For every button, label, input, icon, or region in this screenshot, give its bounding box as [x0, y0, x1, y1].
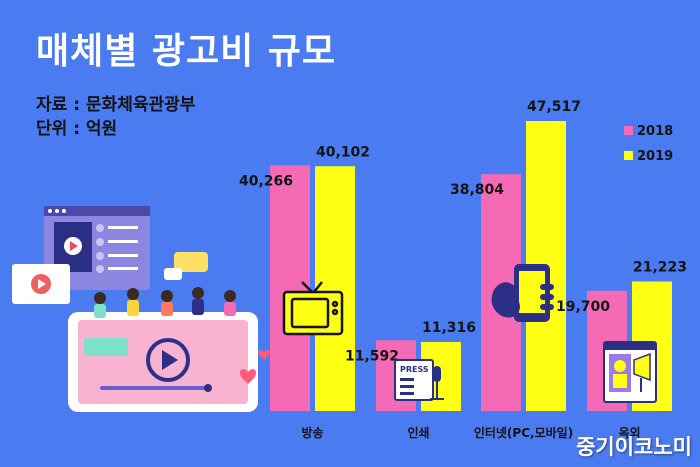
legend-label-2018: 2018 — [637, 124, 673, 139]
data-label-2019-1: 11,316 — [422, 320, 476, 336]
category-label-0: 방송 — [301, 425, 323, 440]
data-label-2019-2: 47,517 — [527, 99, 581, 115]
data-label-2019-0: 40,102 — [316, 144, 370, 160]
legend-label-2019: 2019 — [637, 149, 673, 164]
category-label-2: 인터넷(PC,모바일) — [474, 425, 573, 440]
unit-note: 단위 : 억원 — [36, 119, 118, 139]
bar-2019-0 — [315, 166, 355, 411]
data-label-2018-2: 38,804 — [450, 182, 504, 198]
svg-text:PRESS: PRESS — [400, 365, 429, 374]
data-label-2018-1: 11,592 — [345, 348, 399, 364]
smartphone-icon — [491, 264, 554, 322]
newspaper-icon: PRESS — [394, 359, 444, 401]
data-label-2018-3: 19,700 — [556, 299, 610, 315]
source-note: 자료 : 문화체육관광부 — [36, 95, 196, 115]
billboard-icon — [603, 341, 657, 403]
legend: 2018 2019 — [624, 124, 673, 164]
chart-title: 매체별 광고비 규모 — [36, 31, 337, 72]
data-label-2018-0: 40,266 — [239, 173, 293, 189]
category-label-3: 옥외 — [618, 425, 640, 440]
legend-swatch-2018 — [624, 126, 633, 135]
category-label-1: 인쇄 — [407, 425, 429, 440]
tv-icon — [282, 281, 344, 336]
data-label-2019-3: 21,223 — [633, 259, 687, 275]
watermark: 중기이코노미 — [576, 435, 692, 459]
legend-swatch-2019 — [624, 151, 633, 160]
bar-2018-0 — [270, 165, 310, 411]
video-player-illustration — [12, 206, 270, 412]
